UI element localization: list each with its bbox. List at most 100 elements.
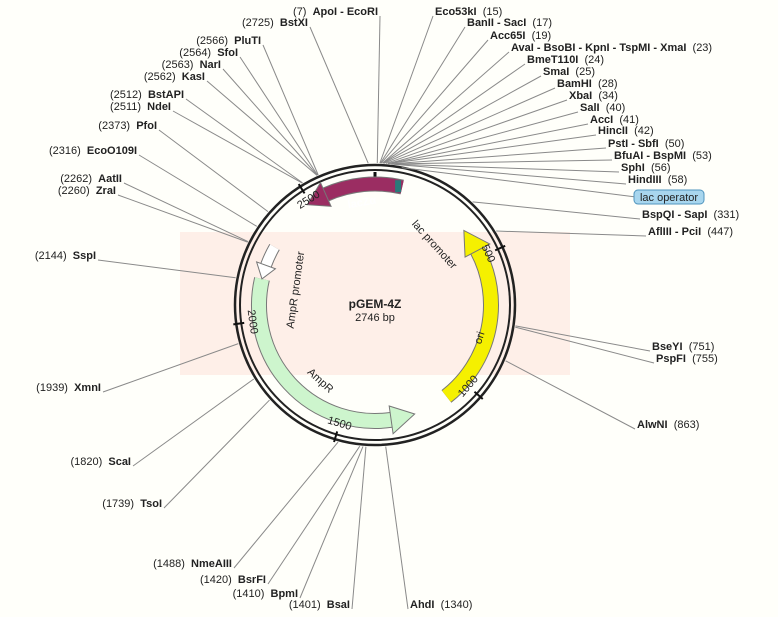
site-label: HincII (42) xyxy=(598,125,654,137)
site-label: (2262) AatII xyxy=(60,173,122,185)
site-name: KasI xyxy=(182,71,205,83)
site-name: SspI xyxy=(73,250,96,262)
site-name: EcoO109I xyxy=(87,145,137,157)
site-name: XmnI xyxy=(74,382,101,394)
site-position: (1420) xyxy=(200,574,232,586)
site-label: BseYI (751) xyxy=(652,341,714,353)
site-position: (863) xyxy=(674,419,700,431)
site-position: (42) xyxy=(634,125,654,137)
site-label: AhdI (1340) xyxy=(410,599,472,611)
site-name: NarI xyxy=(200,59,221,71)
site-position: (755) xyxy=(692,353,718,365)
site-position: (2316) xyxy=(49,145,81,157)
site-position: (1820) xyxy=(70,456,102,468)
site-connector xyxy=(393,163,620,173)
lac-operator-mark xyxy=(395,180,402,193)
site-name: Eco53kI xyxy=(435,6,477,18)
site-position: (24) xyxy=(585,54,605,66)
site-position: (19) xyxy=(532,30,552,42)
site-position: (2512) xyxy=(110,89,142,101)
site-position: (447) xyxy=(707,226,733,238)
site-position: (2725) xyxy=(242,17,274,29)
site-connector xyxy=(132,378,255,467)
site-connector xyxy=(388,134,597,165)
site-label: (2316) EcoO109I xyxy=(49,145,137,157)
site-connector xyxy=(222,68,318,176)
site-connector xyxy=(472,201,641,220)
site-label: (2725) BstXI xyxy=(242,17,308,29)
site-position: (751) xyxy=(689,341,715,353)
site-label: XbaI (34) xyxy=(569,90,618,102)
site-connector xyxy=(117,194,248,243)
site-connector xyxy=(393,163,627,185)
connector xyxy=(401,167,637,198)
site-label: AccI (41) xyxy=(590,114,639,126)
scale-tick xyxy=(473,391,484,400)
site-label: BspQI - SapI (331) xyxy=(642,209,739,221)
feature-label: lac operator xyxy=(640,192,698,204)
site-name: BseYI xyxy=(652,341,683,353)
site-name: BmeT110I xyxy=(527,54,578,66)
lacz-alpha xyxy=(323,177,404,201)
site-connector xyxy=(206,80,318,176)
site-name: BamHI xyxy=(557,78,592,90)
site-label: (1420) BsrFI xyxy=(200,574,266,586)
site-position: (2564) xyxy=(179,47,211,59)
site-connector xyxy=(309,26,369,164)
site-position: (2563) xyxy=(162,59,194,71)
site-label: (2563) NarI xyxy=(162,59,221,71)
site-name: BsrFI xyxy=(238,574,266,586)
site-position: (1939) xyxy=(36,382,68,394)
site-name: PluTI xyxy=(234,35,261,47)
scale-tick xyxy=(333,431,339,443)
backbone-inner xyxy=(239,169,511,441)
site-position: (1401) xyxy=(289,599,321,611)
site-connector xyxy=(505,360,636,430)
site-position: (1340) xyxy=(441,599,473,611)
site-label: (2564) SfoI xyxy=(179,47,238,59)
plasmid-length: 2746 bp xyxy=(355,312,395,324)
site-connector xyxy=(379,15,434,164)
site-name: BanII - SacI xyxy=(467,17,526,29)
site-label: (2562) KasI xyxy=(144,71,205,83)
site-name: TsoI xyxy=(140,498,162,510)
site-connector xyxy=(383,87,556,164)
site-label: AvaI - BsoBI - KpnI - TspMI - XmaI (23) xyxy=(511,42,712,54)
site-connector xyxy=(376,15,381,164)
site-connector xyxy=(380,39,489,164)
site-connector xyxy=(385,99,568,164)
site-name: SalI xyxy=(580,102,600,114)
backbone-outer xyxy=(233,163,517,447)
site-position: (2373) xyxy=(98,120,130,132)
scale-label: 2000 xyxy=(245,309,260,335)
feature-label: ori xyxy=(472,330,487,345)
site-label: PspFI (755) xyxy=(656,353,718,365)
site-label: BfuAI - BspMI (53) xyxy=(614,150,712,162)
site-name: AatII xyxy=(98,173,122,185)
site-position: (17) xyxy=(532,17,552,29)
site-connector xyxy=(515,326,655,364)
site-position: (1739) xyxy=(102,498,134,510)
plasmid-name: pGEM-4Z xyxy=(349,297,402,311)
site-name: SphI xyxy=(621,162,645,174)
site-connector xyxy=(496,230,647,237)
site-connector xyxy=(97,259,236,279)
site-connector xyxy=(239,56,318,176)
site-connector xyxy=(382,63,526,164)
site-position: (2566) xyxy=(196,35,228,47)
site-name: BspQI - SapI xyxy=(642,209,707,221)
site-name: ApoI - EcoRI xyxy=(313,6,378,18)
site-label: SalI (40) xyxy=(580,102,625,114)
site-label: (2511) NdeI xyxy=(110,101,171,113)
site-position: (40) xyxy=(606,102,626,114)
site-label: AflIII - PciI (447) xyxy=(648,226,733,238)
site-name: PstI - SbfI xyxy=(608,138,659,150)
site-connector xyxy=(267,445,361,585)
site-position: (2260) xyxy=(58,185,90,197)
site-name: Acc65I xyxy=(490,30,525,42)
site-position: (331) xyxy=(714,209,740,221)
site-name: ScaI xyxy=(108,456,131,468)
site-label: PstI - SbfI (50) xyxy=(608,138,684,150)
site-connector xyxy=(262,44,319,176)
